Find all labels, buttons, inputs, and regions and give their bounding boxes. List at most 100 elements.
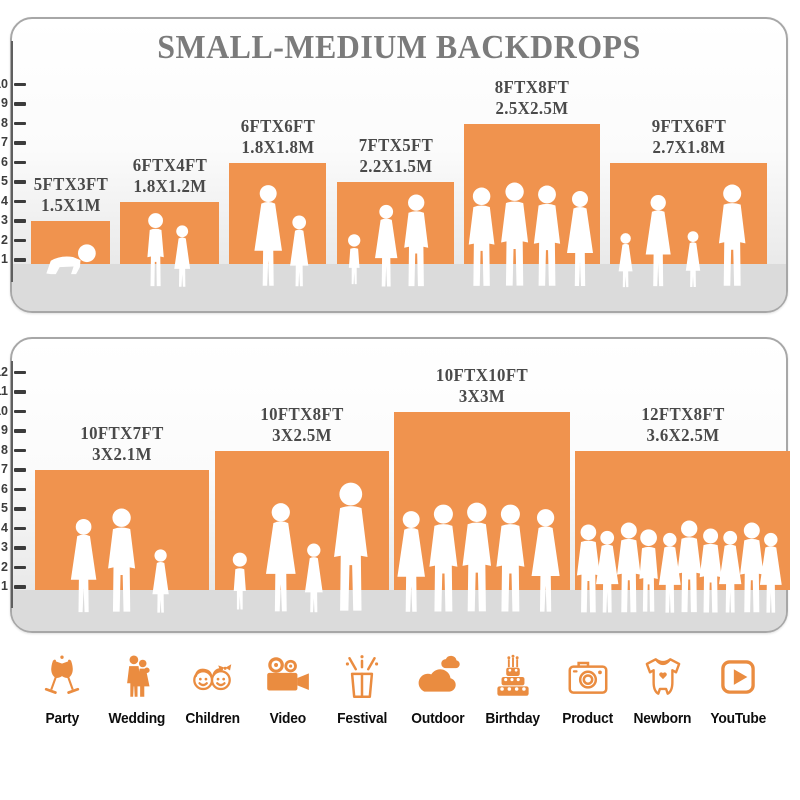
girl-silhouette: [147, 548, 174, 616]
party-icon: [37, 652, 87, 702]
axis-tick-mark: [14, 546, 26, 550]
bar-label: 6FTX6FT 1.8X1.8M: [196, 116, 359, 158]
axis-tick-label: 6: [1, 481, 8, 496]
axis-tick-label: 12: [0, 364, 8, 379]
category-label: Outdoor: [410, 710, 465, 727]
category-label: Product: [562, 710, 614, 727]
axis-tick-label: 9: [1, 423, 8, 437]
bar-label: 10FTX10FT 3X3M: [400, 365, 563, 407]
y-axis-line: [11, 361, 13, 608]
axis-tick-label: 5: [1, 501, 8, 515]
axis-tick-mark: [14, 390, 26, 394]
axis-tick-mark: [14, 526, 26, 531]
birthday-icon: [488, 652, 538, 702]
axis-tick-label: 4: [1, 520, 8, 535]
man-silhouette: [711, 184, 753, 290]
category-item-youtube: YouTube: [702, 652, 774, 727]
woman-silhouette: [560, 190, 600, 290]
axis-tick-mark: [14, 180, 26, 184]
axis-tick-label: 2: [1, 232, 8, 247]
category-label: Newborn: [633, 710, 692, 727]
woman-silhouette: [247, 184, 289, 290]
woman-silhouette: [258, 502, 304, 616]
children-icon: [187, 652, 237, 702]
infographic-title: SMALL-MEDIUM BACKDROPS: [157, 29, 641, 66]
axis-tick-mark: [14, 468, 26, 472]
youtube-icon: [713, 652, 763, 702]
bar-label: 8FTX8FT 2.5X2.5M: [450, 77, 613, 119]
festival-icon: [337, 652, 387, 702]
bar-label: 10FTX7FT 3X2.1M: [40, 423, 203, 465]
axis-tick-mark: [14, 429, 26, 433]
girl-silhouette: [614, 232, 637, 290]
category-item-video: Video: [251, 652, 323, 727]
category-item-birthday: Birthday: [477, 652, 549, 727]
axis-tick-mark: [14, 141, 26, 145]
axis-tick-mark: [14, 487, 26, 492]
axis-tick-mark: [14, 565, 26, 570]
axis-tick-label: 2: [1, 559, 8, 574]
woman-silhouette: [754, 532, 788, 616]
axis-tick-label: 1: [1, 252, 8, 266]
bar-size-m-label: 3X3M: [458, 385, 506, 406]
man-silhouette: [100, 508, 143, 616]
bar-label: 10FTX8FT 3X2.5M: [220, 404, 383, 446]
axis-tick-mark: [14, 507, 26, 511]
y-axis-line: [11, 41, 13, 282]
man-silhouette: [397, 194, 435, 290]
bar-size-m-label: 2.2X1.5M: [358, 156, 433, 176]
bar-label: 9FTX6FT 2.7X1.8M: [607, 116, 770, 158]
boy-silhouette: [140, 212, 171, 290]
axis-tick-mark: [14, 448, 26, 453]
bar-size-ft-label: 10FTX8FT: [260, 403, 344, 424]
axis-tick-label: 1: [1, 579, 8, 593]
category-label: Festival: [337, 710, 388, 727]
axis-tick-label: 8: [1, 115, 8, 130]
axis-tick-label: 8: [1, 442, 8, 457]
bar-size-m-label: 1.5X1M: [40, 195, 101, 215]
axis-tick-mark: [14, 370, 26, 375]
panel-small-medium-sizes: SMALL-MEDIUM BACKDROPS 1 2 3 4 5 6 7 8 9 10 5FTX3F…: [0, 17, 788, 313]
axis-tick-mark: [14, 219, 26, 223]
woman-silhouette: [639, 194, 677, 290]
newborn-icon: [638, 652, 688, 702]
panel-floor: [12, 590, 786, 631]
category-item-product: Product: [552, 652, 624, 727]
axis-tick-label: 9: [1, 96, 8, 110]
bar-size-m-label: 3X2.5M: [272, 424, 332, 445]
bar-label: 12FTX8FT 3.6X2.5M: [601, 404, 764, 446]
bar-label: 7FTX5FT 2.2X1.5M: [314, 135, 477, 177]
category-item-children: Children: [176, 652, 248, 727]
bar-size-ft-label: 9FTX6FT: [651, 115, 726, 136]
axis-tick-label: 7: [1, 462, 8, 476]
axis-tick-mark: [14, 160, 26, 165]
backdrop-size-bar: [120, 201, 219, 264]
category-item-festival: Festival: [326, 652, 398, 727]
bar-size-ft-label: 10FTX7FT: [80, 423, 164, 443]
category-item-newborn: Newborn: [627, 652, 699, 727]
axis-tick-mark: [14, 199, 26, 204]
bar-label: 6FTX4FT 1.8X1.2M: [88, 155, 251, 197]
panel-large-sizes: 12345678910111210FTX7FT3X2.1M10FTX8FT3X2…: [0, 337, 790, 633]
category-label: Video: [269, 710, 306, 727]
toddler-silhouette: [227, 550, 253, 614]
bar-label: 5FTX3FT 1.5X1M: [0, 174, 152, 216]
bar-size-ft-label: 6FTX6FT: [240, 115, 315, 136]
wedding-icon: [112, 652, 162, 702]
bar-size-ft-label: 5FTX3FT: [33, 174, 108, 194]
category-label: YouTube: [710, 710, 766, 727]
product-icon: [563, 652, 613, 702]
axis-tick-label: 6: [1, 154, 8, 169]
girl-silhouette: [169, 224, 195, 290]
category-label: Party: [45, 710, 79, 727]
axis-tick-mark: [14, 121, 26, 126]
woman-silhouette: [524, 508, 567, 616]
bar-size-m-label: 1.8X1.8M: [240, 136, 315, 157]
axis-tick-mark: [14, 238, 26, 243]
axis-tick-label: 7: [1, 135, 8, 149]
category-item-party: Party: [26, 652, 98, 727]
axis-tick-mark: [14, 102, 26, 106]
man-silhouette: [324, 482, 378, 616]
bar-size-ft-label: 6FTX4FT: [132, 154, 207, 175]
axis-tick-label: 5: [1, 174, 8, 188]
